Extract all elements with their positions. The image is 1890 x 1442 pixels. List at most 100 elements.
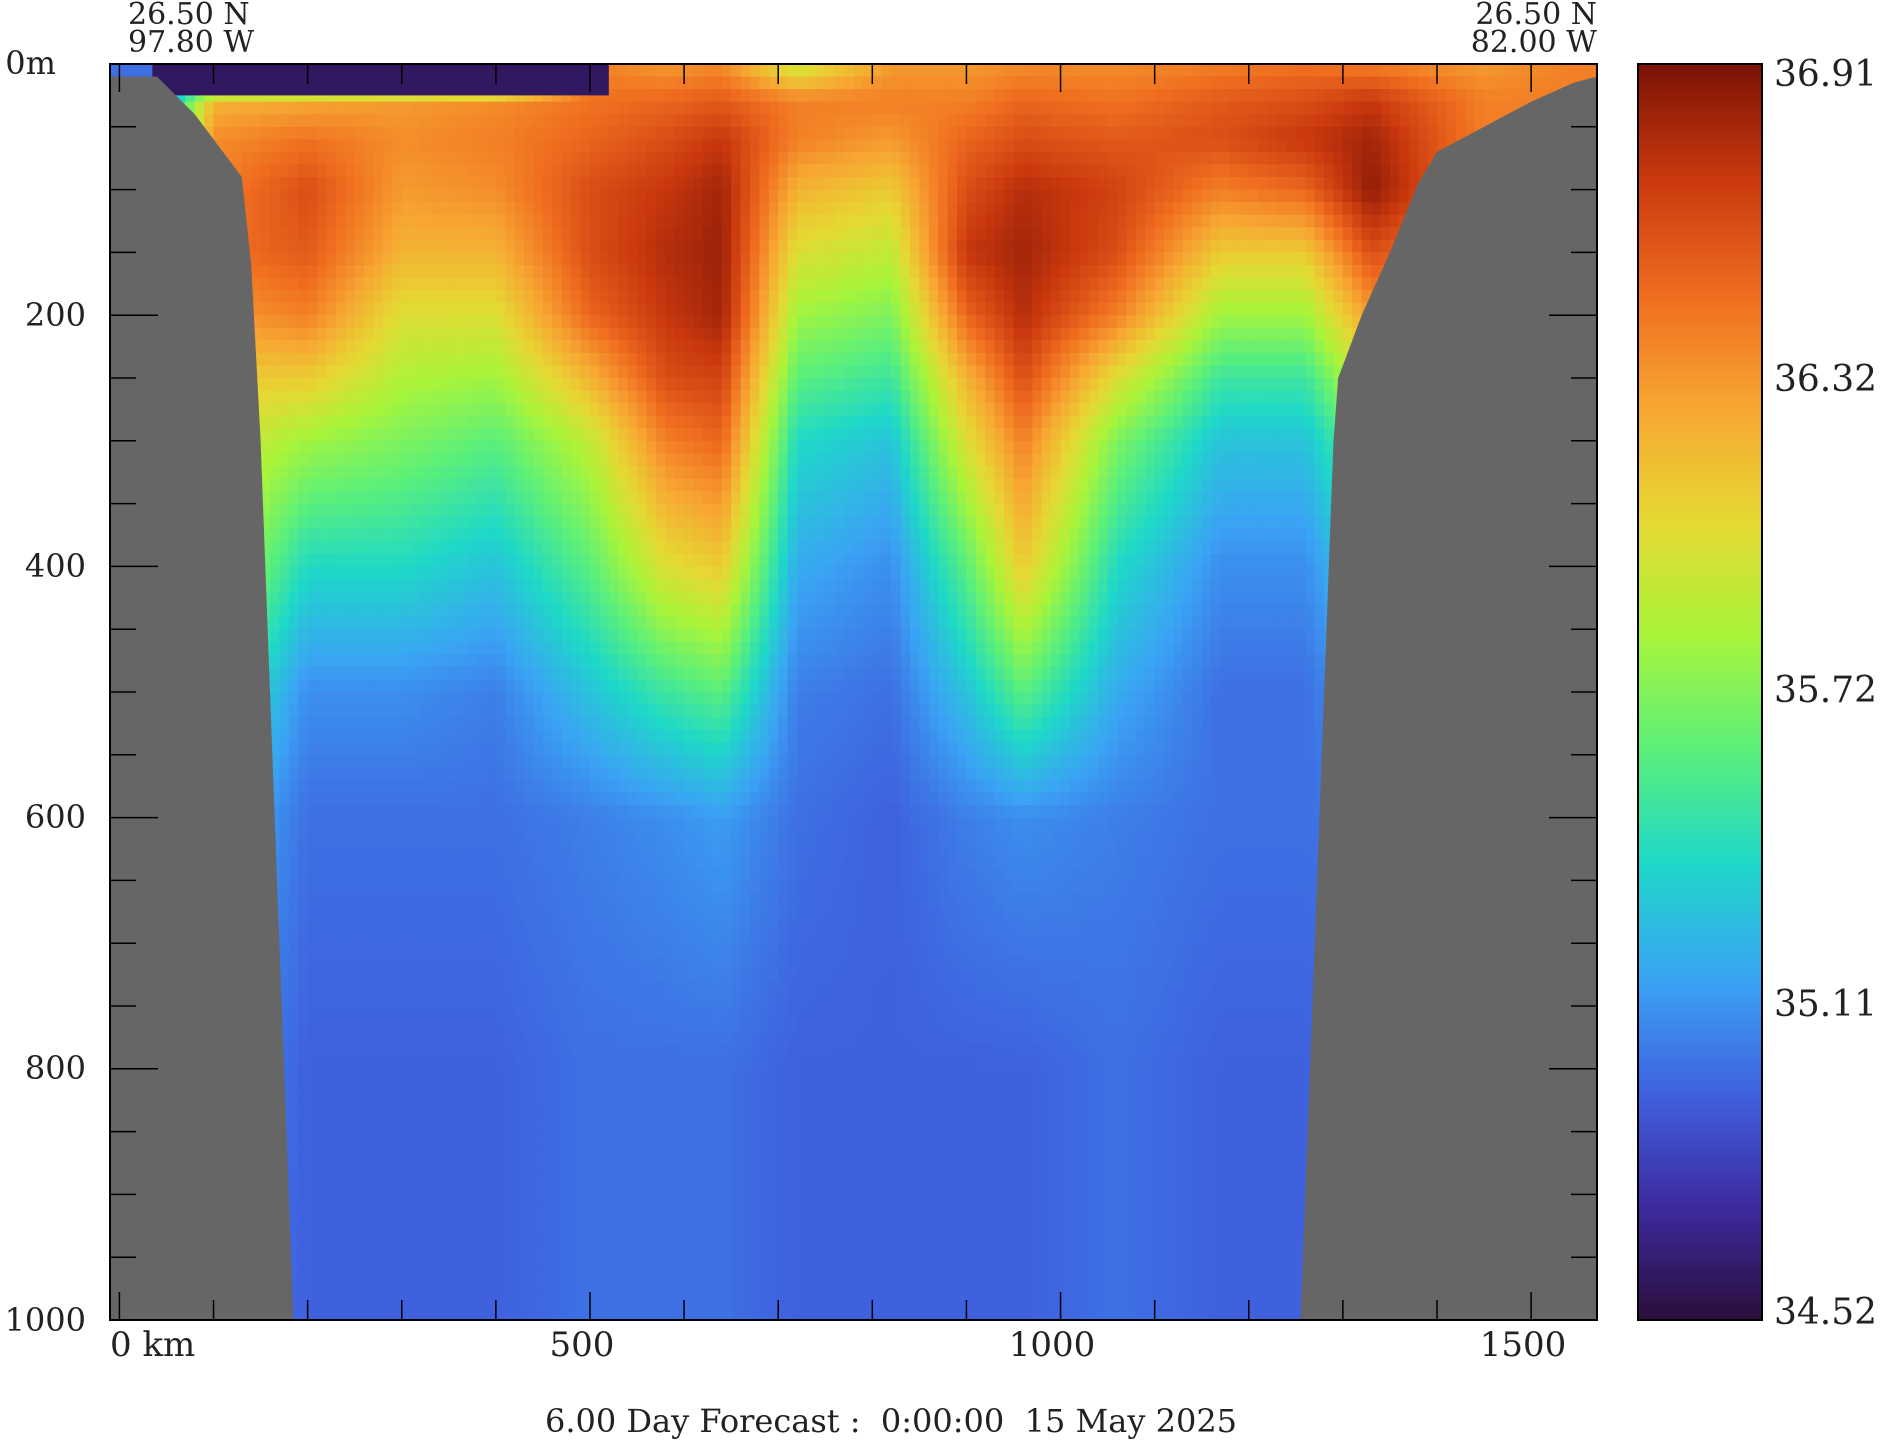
heat-cell: [335, 1131, 346, 1145]
heat-cell: [307, 1219, 318, 1233]
heat-cell: [420, 1282, 431, 1296]
heat-cell: [458, 1206, 469, 1221]
heat-cell: [279, 151, 290, 166]
heat-cell: [317, 378, 328, 392]
heat-cell: [392, 352, 403, 367]
heat-cell: [298, 792, 309, 806]
heat-cell: [354, 1206, 365, 1221]
heat-cell: [392, 1031, 403, 1045]
heat-cell: [335, 1119, 346, 1133]
heat-cell: [542, 277, 553, 291]
heat-cell: [279, 892, 290, 907]
heat-cell: [382, 830, 393, 844]
heat-cell: [317, 993, 328, 1007]
heat-cell: [458, 101, 469, 115]
heat-cell: [345, 1232, 356, 1246]
heat-cell: [298, 290, 309, 304]
heat-cell: [411, 114, 422, 128]
heat-cell: [495, 1018, 506, 1032]
heat-cell: [279, 968, 290, 982]
heat-cell: [373, 352, 384, 367]
heat-cell: [458, 491, 469, 505]
heat-cell: [354, 742, 365, 756]
heat-cell: [505, 742, 516, 756]
heat-cell: [533, 189, 544, 203]
heat-cell: [448, 252, 459, 266]
heat-cell: [401, 290, 412, 304]
heat-cell: [307, 365, 318, 379]
heat-cell: [467, 516, 478, 530]
heat-cell: [477, 252, 488, 266]
heat-cell: [448, 164, 459, 178]
heat-cell: [288, 805, 299, 819]
heat-cell: [326, 528, 337, 542]
heat-cell: [401, 566, 412, 580]
heat-cell: [269, 403, 280, 417]
heat-cell: [364, 277, 375, 291]
heat-cell: [307, 264, 318, 279]
heat-cell: [495, 704, 506, 718]
heat-cell: [279, 528, 290, 542]
heat-cell: [420, 604, 431, 618]
heat-cell: [486, 754, 497, 768]
heat-cell: [439, 1119, 450, 1133]
heat-cell: [373, 880, 384, 894]
heat-cell: [561, 315, 572, 329]
heat-cell: [401, 528, 412, 542]
heat-cell: [477, 842, 488, 856]
heat-cell: [561, 177, 572, 191]
heat-cell: [317, 553, 328, 567]
heat-cell: [392, 591, 403, 605]
heat-cell: [552, 1194, 563, 1208]
heat-cell: [307, 704, 318, 718]
heat-cell: [269, 390, 280, 404]
heat-cell: [524, 955, 535, 969]
heat-cell: [477, 403, 488, 417]
heat-cell: [542, 805, 553, 819]
heat-cell: [364, 315, 375, 329]
heat-cell: [429, 1131, 440, 1145]
heat-cell: [354, 792, 365, 806]
heat-cell: [477, 315, 488, 329]
heat-cell: [411, 629, 422, 643]
heat-cell: [420, 177, 431, 191]
heat-cell: [514, 1232, 525, 1246]
heat-cell: [429, 1181, 440, 1195]
heat-cell: [458, 792, 469, 806]
heat-cell: [260, 239, 271, 253]
heat-cell: [213, 89, 224, 103]
heat-cell: [486, 629, 497, 643]
heat-cell: [269, 415, 280, 429]
heat-cell: [420, 327, 431, 341]
heat-cell: [354, 754, 365, 768]
heat-cell: [571, 566, 582, 580]
heat-cell: [298, 340, 309, 354]
heat-cell: [448, 1068, 459, 1082]
heat-cell: [561, 1006, 572, 1020]
heat-cell: [260, 126, 271, 140]
heat-cell: [382, 428, 393, 442]
heat-cell: [307, 566, 318, 580]
heat-cell: [335, 943, 346, 957]
heat-cell: [467, 1206, 478, 1221]
heat-cell: [429, 905, 440, 919]
heat-cell: [542, 516, 553, 530]
heat-cell: [345, 566, 356, 580]
heat-cell: [317, 805, 328, 819]
heat-cell: [411, 968, 422, 982]
heat-cell: [364, 1244, 375, 1258]
heat-cell: [552, 390, 563, 404]
heat-cell: [542, 365, 553, 379]
heat-cell: [533, 1093, 544, 1108]
heat-cell: [279, 1031, 290, 1045]
heat-cell: [288, 1194, 299, 1208]
heat-cell: [514, 767, 525, 781]
heat-cell: [533, 792, 544, 806]
heat-cell: [505, 365, 516, 379]
heat-cell: [552, 126, 563, 140]
heat-cell: [307, 1282, 318, 1296]
heat-cell: [495, 591, 506, 605]
heat-cell: [524, 892, 535, 907]
heat-cell: [307, 126, 318, 140]
heat-cell: [439, 805, 450, 819]
